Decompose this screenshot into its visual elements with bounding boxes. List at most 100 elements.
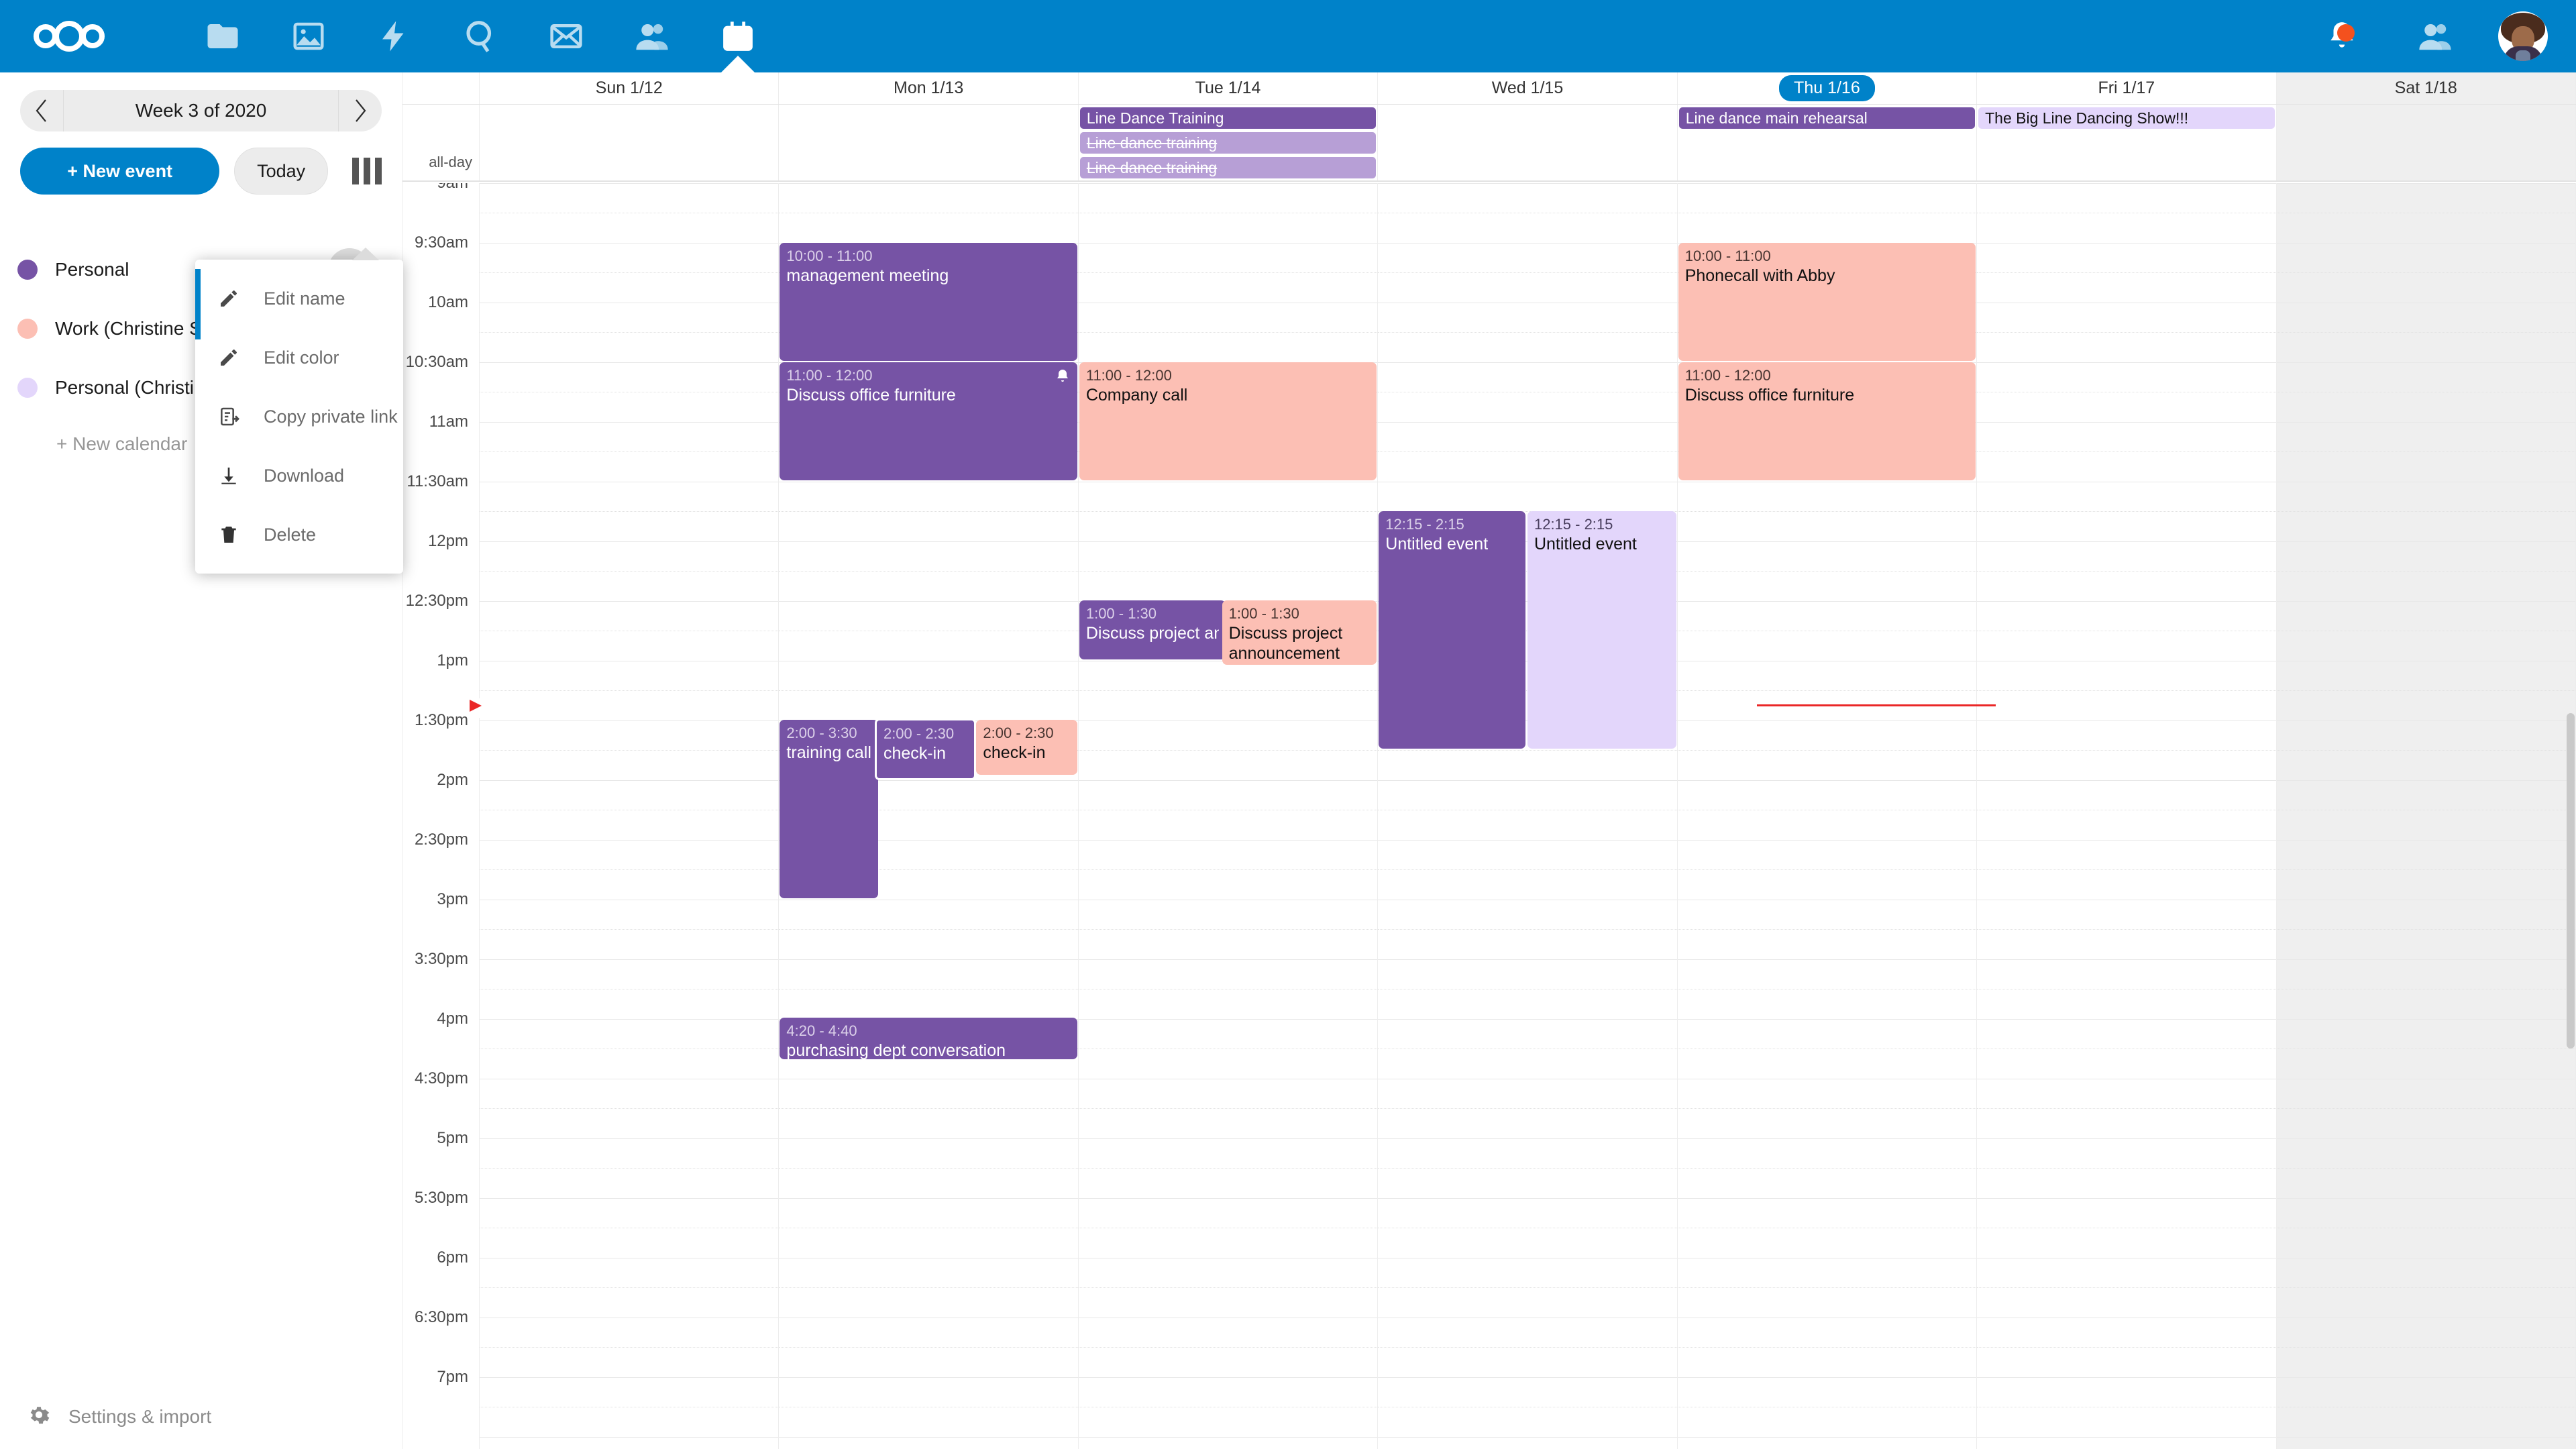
day-header-wed[interactable]: Wed 1/15 bbox=[1378, 72, 1678, 104]
all-day-col-mon[interactable] bbox=[779, 105, 1079, 180]
all-day-event[interactable]: Line dance main rehearsal bbox=[1678, 107, 1976, 129]
grid-half-hour-line bbox=[1977, 1347, 2276, 1348]
event-time: 2:00 - 2:30 bbox=[883, 725, 955, 742]
event-title: purchasing dept conversation bbox=[786, 1040, 1006, 1059]
day-label: Wed 1/15 bbox=[1491, 78, 1564, 97]
all-day-event[interactable]: Line dance training bbox=[1079, 132, 1377, 154]
menu-item-copy-private-link[interactable]: Copy private link bbox=[195, 387, 403, 446]
event-untitled-personal[interactable]: 12:15 - 2:15 Untitled event bbox=[1379, 511, 1525, 749]
notifications-button[interactable] bbox=[2292, 0, 2392, 72]
all-day-col-sun[interactable] bbox=[480, 105, 780, 180]
event-check-in-work[interactable]: 2:00 - 2:30 check-in bbox=[976, 720, 1077, 775]
time-label: 10:30am bbox=[402, 353, 471, 372]
day-header-sun[interactable]: Sun 1/12 bbox=[480, 72, 780, 104]
event-discuss-project-announcement-work[interactable]: 1:00 - 1:30 Discuss project announcement bbox=[1222, 600, 1377, 665]
time-label: 5:30pm bbox=[411, 1189, 471, 1208]
grid-hour-line bbox=[1977, 422, 2276, 423]
all-day-event[interactable]: Line Dance Training bbox=[1079, 107, 1377, 129]
day-header-thu[interactable]: Thu 1/16 bbox=[1678, 72, 1978, 104]
menu-item-download[interactable]: Download bbox=[195, 446, 403, 505]
calendar-item-work[interactable]: Work (Christine S bbox=[0, 299, 402, 358]
new-event-button[interactable]: + New event bbox=[20, 148, 220, 195]
day-column-sun[interactable] bbox=[480, 183, 780, 1449]
menu-accent-bar bbox=[195, 269, 201, 339]
activity-icon[interactable] bbox=[352, 0, 437, 72]
event-title: Company call bbox=[1085, 385, 1188, 405]
day-column-tue[interactable]: 11:00 - 12:00 Company call 1:00 - 1:30 D… bbox=[1078, 183, 1379, 1449]
day-column-mon[interactable]: 10:00 - 11:00 management meeting 11:00 -… bbox=[779, 183, 1079, 1449]
all-day-col-fri[interactable]: The Big Line Dancing Show!!! bbox=[1977, 105, 2277, 180]
grid-hour-line bbox=[1378, 1377, 1677, 1378]
time-label: 4:30pm bbox=[411, 1069, 471, 1088]
grid-half-hour-line bbox=[2276, 571, 2575, 572]
event-discuss-office-furniture-work[interactable]: 11:00 - 12:00 Discuss office furniture bbox=[1678, 362, 1976, 480]
event-check-in-personal[interactable]: 2:00 - 2:30 check-in bbox=[874, 718, 977, 780]
event-management-meeting[interactable]: 10:00 - 11:00 management meeting bbox=[780, 243, 1077, 361]
search-icon[interactable] bbox=[437, 0, 523, 72]
nextcloud-logo[interactable] bbox=[25, 16, 113, 56]
time-label: 4pm bbox=[434, 1010, 471, 1028]
event-purchasing-dept-conversation[interactable]: 4:20 - 4:40 purchasing dept conversation bbox=[780, 1018, 1077, 1059]
all-day-event[interactable]: Line dance training bbox=[1079, 157, 1377, 178]
prev-week-button[interactable] bbox=[20, 90, 63, 131]
day-header-fri[interactable]: Fri 1/17 bbox=[1977, 72, 2277, 104]
pencil-icon bbox=[215, 347, 242, 368]
next-week-button[interactable] bbox=[339, 90, 382, 131]
all-day-event[interactable]: The Big Line Dancing Show!!! bbox=[1978, 107, 2275, 129]
grid-half-hour-line bbox=[2276, 690, 2575, 691]
day-header-mon[interactable]: Mon 1/13 bbox=[779, 72, 1079, 104]
event-title: Phonecall with Abby bbox=[1684, 266, 1835, 285]
grid-hour-line bbox=[1078, 243, 1378, 244]
time-label: 12pm bbox=[425, 532, 471, 551]
grid-hour-line bbox=[779, 1437, 1078, 1438]
event-discuss-project-announcement-personal[interactable]: 1:00 - 1:30 Discuss project announcement bbox=[1079, 600, 1226, 659]
menu-item-edit-color[interactable]: Edit color bbox=[195, 328, 403, 387]
event-training-call[interactable]: 2:00 - 3:30 training call bbox=[780, 720, 879, 898]
event-time: 10:00 - 11:00 bbox=[1684, 248, 1771, 264]
grid-half-hour-line bbox=[779, 690, 1078, 691]
all-day-col-tue[interactable]: Line Dance Training Line dance training … bbox=[1079, 105, 1379, 180]
event-title: Discuss project announcement bbox=[1085, 623, 1220, 643]
today-button[interactable]: Today bbox=[234, 148, 328, 195]
event-discuss-office-furniture[interactable]: 11:00 - 12:00 Discuss office furniture bbox=[780, 362, 1077, 480]
grid-half-hour-line bbox=[1677, 1108, 1977, 1109]
vertical-scrollbar[interactable] bbox=[2567, 713, 2575, 1049]
settings-and-import-button[interactable]: Settings & import bbox=[0, 1385, 402, 1449]
time-label: 1pm bbox=[434, 651, 471, 670]
calendar-item-personal-shared[interactable]: Personal (Christi bbox=[0, 358, 402, 417]
grid-half-hour-line bbox=[1378, 750, 1677, 751]
day-column-thu[interactable]: 10:00 - 11:00 Phonecall with Abby 11:00 … bbox=[1677, 183, 1978, 1449]
grid-hour-line bbox=[1378, 1019, 1677, 1020]
new-calendar-button[interactable]: + New calendar bbox=[56, 433, 188, 454]
event-phonecall-with-abby[interactable]: 10:00 - 11:00 Phonecall with Abby bbox=[1678, 243, 1976, 361]
grid-half-hour-line bbox=[2276, 272, 2575, 273]
menu-item-delete[interactable]: Delete bbox=[195, 505, 403, 564]
calendar-color-dot bbox=[17, 319, 38, 339]
grid-half-hour-line bbox=[2276, 929, 2575, 930]
event-company-call[interactable]: 11:00 - 12:00 Company call bbox=[1079, 362, 1377, 480]
calendar-icon[interactable] bbox=[695, 0, 781, 72]
contacts-menu-icon[interactable] bbox=[2392, 0, 2478, 72]
grid-hour-line bbox=[779, 840, 1078, 841]
grid-half-hour-line bbox=[779, 1347, 1078, 1348]
grid-half-hour-line bbox=[1378, 1168, 1677, 1169]
event-untitled-shared[interactable]: 12:15 - 2:15 Untitled event bbox=[1527, 511, 1676, 749]
photos-icon[interactable] bbox=[266, 0, 352, 72]
grid-half-hour-line bbox=[480, 332, 779, 333]
mail-icon[interactable] bbox=[523, 0, 609, 72]
all-day-col-sat[interactable] bbox=[2276, 105, 2576, 180]
grid-hour-line bbox=[1078, 1138, 1378, 1139]
view-switcher-icon[interactable] bbox=[352, 158, 382, 184]
all-day-col-wed[interactable] bbox=[1378, 105, 1678, 180]
day-header-sat[interactable]: Sat 1/18 bbox=[2276, 72, 2576, 104]
files-icon[interactable] bbox=[180, 0, 266, 72]
avatar[interactable] bbox=[2498, 11, 2548, 61]
day-column-sat[interactable] bbox=[2276, 183, 2576, 1449]
event-time: 12:15 - 2:15 bbox=[1534, 516, 1613, 533]
day-column-wed[interactable]: 12:15 - 2:15 Untitled event 12:15 - 2:15… bbox=[1378, 183, 1678, 1449]
all-day-col-thu[interactable]: Line dance main rehearsal bbox=[1678, 105, 1978, 180]
contacts-icon[interactable] bbox=[609, 0, 695, 72]
menu-item-edit-name[interactable]: Edit name bbox=[195, 269, 403, 328]
day-column-fri[interactable] bbox=[1977, 183, 2277, 1449]
day-header-tue[interactable]: Tue 1/14 bbox=[1079, 72, 1379, 104]
